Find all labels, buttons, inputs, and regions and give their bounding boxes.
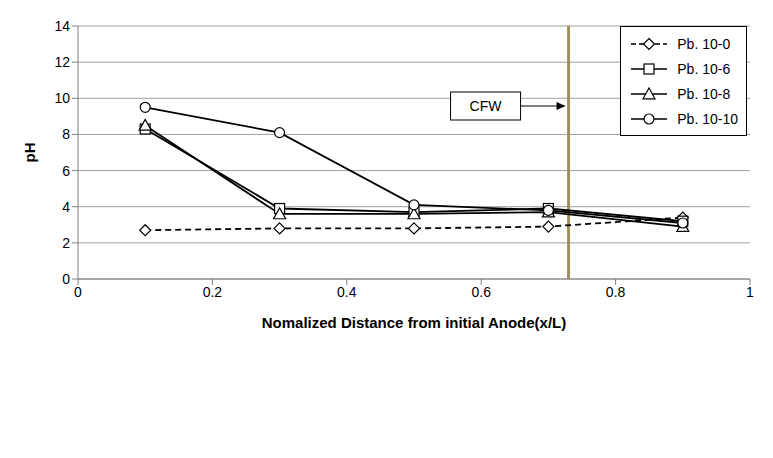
html-text:Pb. 10-10: Pb. 10-10 [677, 110, 738, 127]
svg-text:Nomalized Distance from initia: Nomalized Distance from initial Anode(x/… [262, 314, 566, 331]
svg-text:12: 12 [54, 54, 70, 70]
svg-text:10: 10 [54, 90, 70, 106]
svg-text:0: 0 [74, 284, 82, 300]
svg-text:0.8: 0.8 [606, 284, 626, 300]
svg-text:0.4: 0.4 [337, 284, 357, 300]
svg-text:0.6: 0.6 [471, 284, 491, 300]
svg-text:2: 2 [62, 235, 70, 251]
svg-text:4: 4 [62, 199, 70, 215]
svg-text:pH: pH [21, 143, 38, 163]
html-text:Pb. 10-8: Pb. 10-8 [677, 85, 731, 102]
html-text:Pb. 10-0: Pb. 10-0 [677, 35, 731, 52]
svg-text:0: 0 [62, 271, 70, 287]
html-text:Pb. 10-6: Pb. 10-6 [677, 60, 731, 77]
svg-text:8: 8 [62, 126, 70, 142]
svg-text:1: 1 [746, 284, 754, 300]
svg-text:CFW: CFW [470, 98, 503, 114]
svg-text:0.2: 0.2 [203, 284, 223, 300]
svg-text:14: 14 [54, 18, 70, 34]
svg-text:6: 6 [62, 163, 70, 179]
